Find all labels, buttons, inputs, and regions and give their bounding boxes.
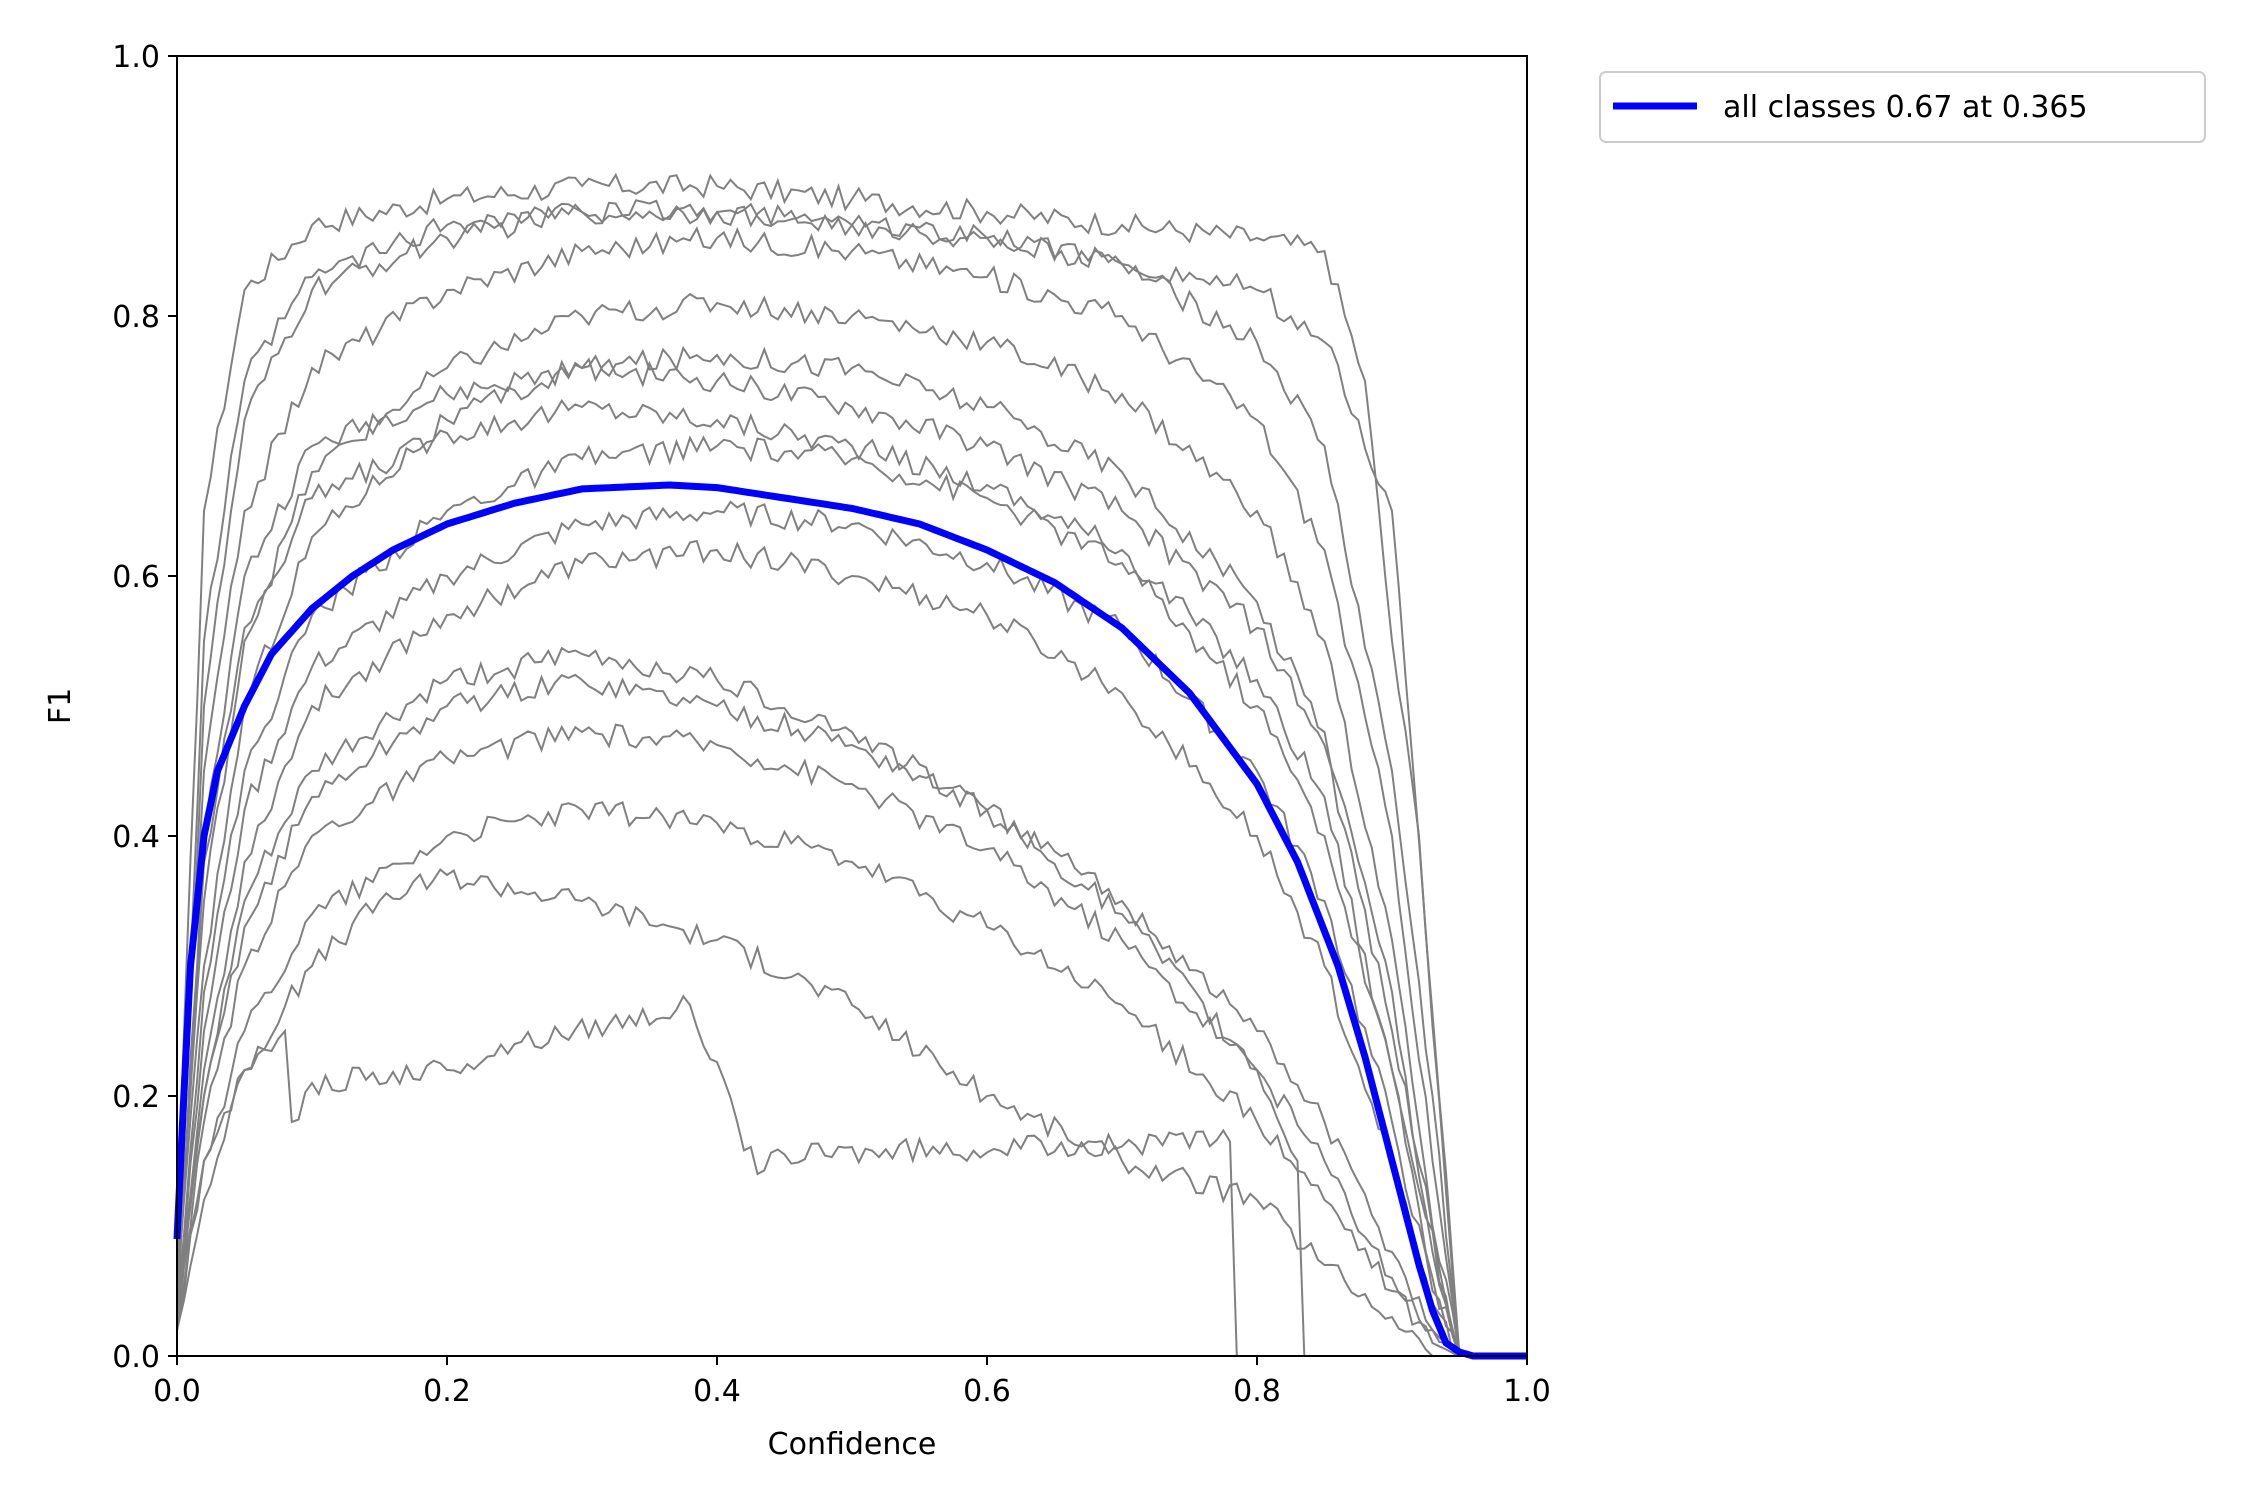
class-f1-line-17 [176,398,1527,1357]
plot-series-group [173,172,1527,1360]
y-tick-label: 0.2 [112,1080,160,1115]
class-f1-line-16 [176,199,1527,1357]
y-tick-label: 0.4 [112,820,160,855]
y-axis-label: F1 [43,688,78,724]
x-tick-label: 0.0 [153,1374,201,1409]
x-axis-ticks: 0.0 0.2 0.4 0.6 0.8 1.0 [153,1356,1551,1409]
plot-frame [176,55,1528,1357]
all-classes-f1-line [173,481,1527,1360]
class-f1-line-4 [176,292,1527,1357]
y-tick-label: 0.6 [112,560,160,595]
class-f1-line-6 [176,435,1527,1357]
legend: all classes 0.67 at 0.365 [1599,71,2206,143]
y-tick-label: 1.0 [112,40,160,75]
x-tick-label: 0.8 [1233,1374,1281,1409]
class-f1-line-9 [176,673,1527,1357]
legend-label-all-classes: all classes 0.67 at 0.365 [1723,90,2088,125]
class-f1-line-5 [176,345,1527,1357]
y-axis-ticks: 0.0 0.2 0.4 0.6 0.8 1.0 [112,40,177,1375]
x-axis-label: Confidence [768,1427,937,1462]
class-f1-line-12 [176,868,1527,1357]
y-tick-label: 0.0 [112,1340,160,1375]
class-f1-line-14 [176,646,1527,1357]
class-f1-line-7 [176,500,1527,1357]
class-f1-line-1 [176,172,1527,1357]
x-tick-label: 1.0 [1503,1374,1551,1409]
class-f1-line-3 [176,226,1527,1357]
y-tick-label: 0.8 [112,300,160,335]
x-tick-label: 0.4 [693,1374,741,1409]
class-f1-line-11 [176,801,1527,1357]
legend-box [1599,71,2206,143]
x-tick-label: 0.6 [963,1374,1011,1409]
x-tick-label: 0.2 [423,1374,471,1409]
class-f1-line-8 [176,539,1527,1357]
class-f1-line-15 [176,357,1527,1357]
class-f1-line-10 [176,723,1527,1357]
